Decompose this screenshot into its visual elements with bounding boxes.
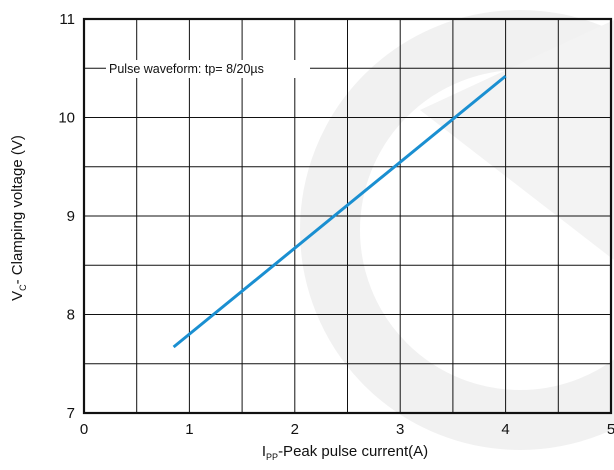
x-axis-label-sub: PP — [266, 452, 278, 462]
y-tick-label: 10 — [58, 110, 75, 127]
y-axis-label-main: V — [9, 291, 26, 301]
y-axis-label-rest: - Clamping voltage (V) — [9, 135, 26, 284]
y-tick-label: 8 — [67, 307, 75, 324]
watermark-triangle — [420, 20, 614, 260]
x-axis-label-main: I — [262, 443, 266, 460]
x-axis-label-rest: -Peak pulse current(A) — [278, 443, 428, 460]
x-tick-label: 3 — [396, 421, 404, 438]
y-tick-label: 9 — [67, 208, 75, 225]
x-tick-label: 1 — [185, 421, 193, 438]
annotation-group: Pulse waveform: tp= 8/20µs — [106, 60, 310, 78]
x-axis-label: IPP-Peak pulse current(A) — [262, 443, 428, 462]
x-tick-label: 2 — [291, 421, 299, 438]
y-tick-label: 7 — [67, 405, 75, 422]
series-line — [172, 74, 507, 349]
series-layer — [172, 74, 507, 349]
y-tick-label: 11 — [59, 11, 75, 28]
x-tick-label: 0 — [80, 421, 88, 438]
x-tick-labels: 0 1 2 3 4 5 — [80, 421, 614, 438]
annotation-text: Pulse waveform: tp= 8/20µs — [109, 62, 264, 76]
y-axis-label: VC- Clamping voltage (V) — [9, 135, 28, 301]
grid — [84, 19, 611, 413]
y-tick-labels: 7 8 9 10 11 — [58, 11, 75, 422]
x-tick-label: 5 — [607, 421, 614, 438]
annotation-background — [106, 60, 310, 78]
plot-border — [82, 17, 613, 415]
x-tick-label: 4 — [501, 421, 509, 438]
plot-frame — [82, 17, 613, 415]
watermark-ring — [300, 10, 614, 450]
y-axis-label-sub: C — [18, 284, 28, 291]
watermark — [300, 10, 614, 450]
